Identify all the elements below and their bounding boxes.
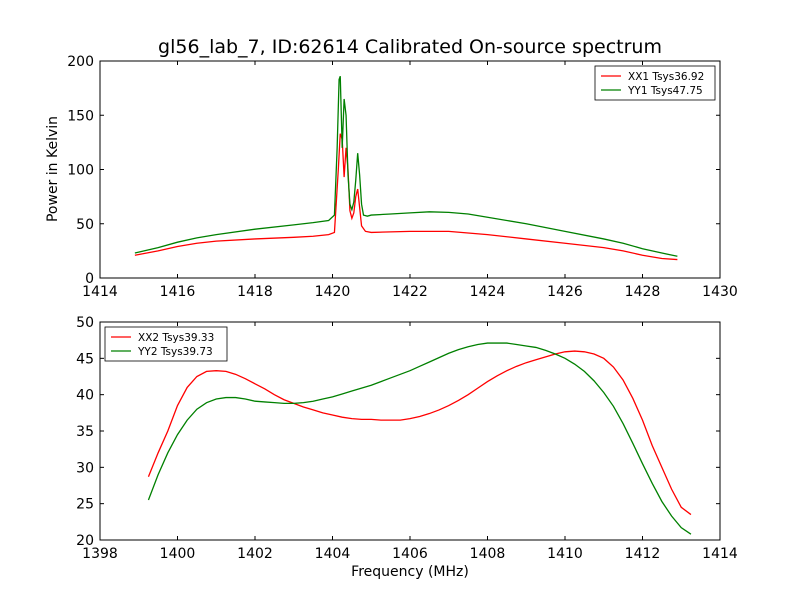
x-tick-label: 1398 <box>82 546 118 562</box>
series-line-2 <box>134 75 678 257</box>
x-tick-label: 1408 <box>470 546 506 562</box>
y-axis-label: Power in Kelvin <box>45 116 61 222</box>
legend-label: XX2 Tsys39.33 <box>138 332 214 344</box>
series-line-2 <box>147 342 692 535</box>
chart-title: gl56_lab_7, ID:62614 Calibrated On-sourc… <box>158 36 662 58</box>
x-axis-label: Frequency (MHz) <box>351 564 469 580</box>
x-tick-label: 1406 <box>392 546 428 562</box>
x-tick-label: 1404 <box>315 546 351 562</box>
x-tick-label: 1426 <box>547 284 583 300</box>
y-tick-label: 20 <box>76 533 94 549</box>
x-tick-label: 1424 <box>470 284 506 300</box>
legend: XX1 Tsys36.92 YY1 Tsys47.75 <box>594 65 716 101</box>
x-tick-label: 1402 <box>237 546 273 562</box>
y-tick-label: 45 <box>76 351 94 367</box>
legend-label: YY1 Tsys47.75 <box>627 85 703 97</box>
x-tick-label: 1422 <box>392 284 428 300</box>
y-tick-label: 100 <box>67 163 94 179</box>
legend-label: XX1 Tsys36.92 <box>628 71 704 83</box>
x-tick-label: 1414 <box>82 284 118 300</box>
x-tick-label: 1430 <box>702 284 738 300</box>
x-tick-label: 1414 <box>702 546 738 562</box>
y-tick-label: 150 <box>67 108 94 124</box>
series-line-1 <box>134 133 678 261</box>
legend-label: YY2 Tsys39.73 <box>137 346 213 358</box>
y-tick-label: 50 <box>76 217 94 233</box>
x-tick-label: 1400 <box>160 546 196 562</box>
legend-box <box>104 326 228 362</box>
x-tick-label: 1410 <box>547 546 583 562</box>
y-tick-label: 40 <box>76 388 94 404</box>
legend-box <box>594 65 716 101</box>
x-tick-label: 1412 <box>625 546 661 562</box>
y-tick-label: 50 <box>76 315 94 331</box>
x-tick-label: 1416 <box>160 284 196 300</box>
x-tick-label: 1420 <box>315 284 351 300</box>
x-tick-label: 1418 <box>237 284 273 300</box>
y-tick-label: 30 <box>76 460 94 476</box>
y-tick-label: 35 <box>76 424 94 440</box>
y-tick-label: 200 <box>67 54 94 70</box>
series-line-1 <box>147 350 692 516</box>
y-tick-label: 0 <box>85 271 94 287</box>
top-panel: 1414 1416 1418 1420 1422 1424 1426 1428 1430 0 50 1… <box>67 54 738 300</box>
y-tick-label: 25 <box>76 497 94 513</box>
bottom-panel: 1398 1400 1402 1404 1406 1408 1410 1412 1414 20 25… <box>76 315 738 562</box>
legend: XX2 Tsys39.33 YY2 Tsys39.73 <box>104 326 228 362</box>
x-tick-label: 1428 <box>625 284 661 300</box>
